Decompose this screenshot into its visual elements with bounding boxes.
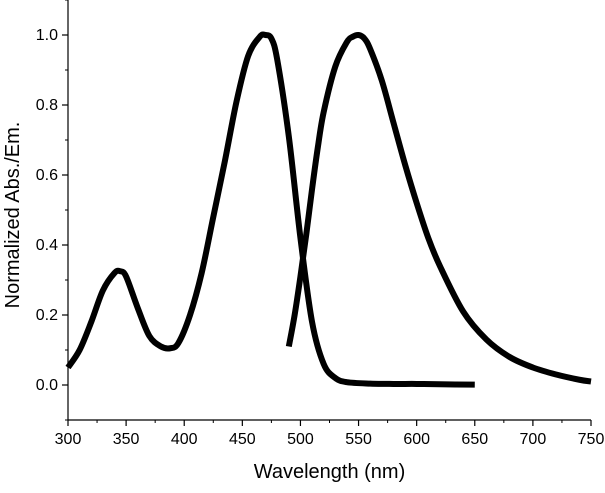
x-axis-title: Wavelength (nm) — [254, 461, 406, 483]
y-tick-label: 0.2 — [36, 307, 58, 324]
x-tick-label: 350 — [113, 431, 140, 448]
y-tick-label: 0.6 — [36, 167, 58, 184]
x-tick-label: 650 — [461, 431, 488, 448]
absorption-series-line — [65, 31, 475, 388]
x-tick-label: 750 — [578, 431, 605, 448]
emission-series-line — [285, 31, 592, 385]
y-tick-label: 1.0 — [36, 27, 58, 44]
x-tick-label: 500 — [287, 431, 314, 448]
x-tick-label: 550 — [345, 431, 372, 448]
x-tick-label: 600 — [403, 431, 430, 448]
series-layer — [65, 31, 592, 388]
axes — [62, 0, 592, 426]
x-tick-label: 700 — [520, 431, 547, 448]
labels-layer: Wavelength (nm) Normalized Abs./Em. 300 3… — [2, 27, 604, 483]
y-axis-title: Normalized Abs./Em. — [2, 122, 24, 309]
x-tick-label: 400 — [171, 431, 198, 448]
x-tick-label: 450 — [229, 431, 256, 448]
x-tick-label: 300 — [55, 431, 82, 448]
y-tick-label: 0.8 — [36, 97, 58, 114]
y-tick-label: 0.4 — [36, 237, 58, 254]
y-tick-label: 0.0 — [36, 377, 58, 394]
